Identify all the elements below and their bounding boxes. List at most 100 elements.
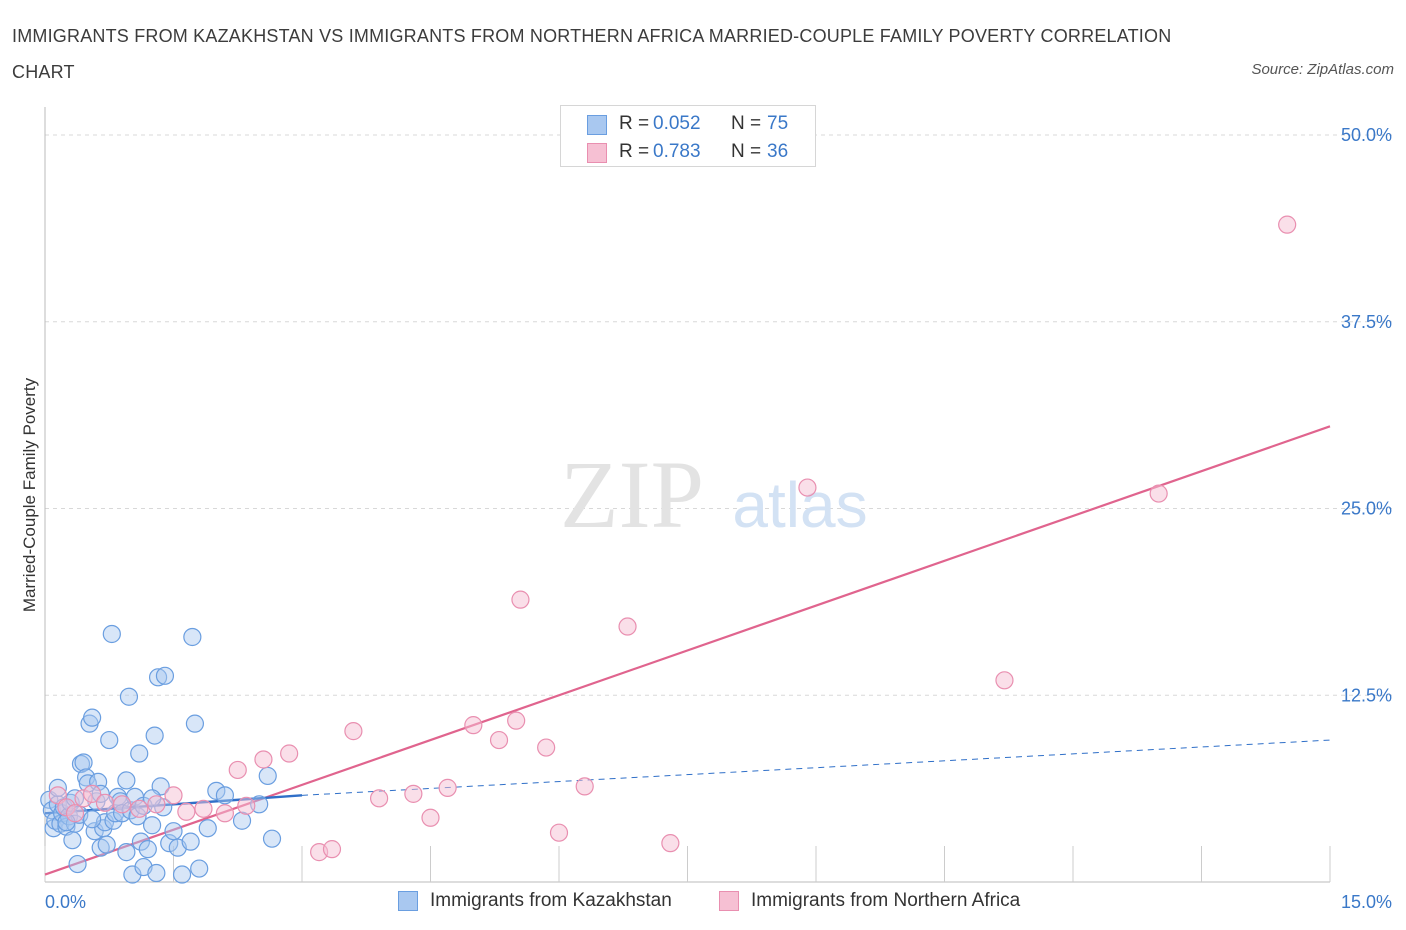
northern-africa-point[interactable] [254, 750, 273, 769]
northern-africa-point[interactable] [83, 784, 102, 803]
northern-africa-point[interactable] [280, 744, 299, 763]
northern-africa-point[interactable] [464, 716, 483, 735]
stats-legend-row-northern-africa: R = 0.783 N = 36 [561, 139, 817, 167]
r-value: 0.783 [653, 141, 701, 162]
northern-africa-point[interactable] [164, 786, 183, 805]
northern-africa-point[interactable] [370, 789, 389, 808]
northern-africa-point[interactable] [995, 671, 1014, 690]
y-tick-label: 50.0% [1341, 125, 1392, 145]
northern-africa-swatch [587, 143, 607, 163]
northern-africa-point[interactable] [1149, 484, 1168, 503]
northern-africa-point[interactable] [575, 777, 594, 796]
kazakhstan-point[interactable] [207, 781, 226, 800]
grid-lines [45, 134, 1392, 696]
kazakhstan-point[interactable] [117, 843, 136, 862]
tick-labels: 12.5% 25.0% 37.5% 50.0% 0.0% 15.0% [45, 125, 1392, 912]
watermark-zip: ZIP [560, 441, 704, 548]
kazakhstan-legend-swatch [398, 891, 418, 911]
kazakhstan-point[interactable] [183, 627, 202, 647]
y-axis-label: Married-Couple Family Poverty [20, 377, 39, 612]
stats-legend: R = 0.052 N = 75 R = 0.783 N = 36 [560, 105, 816, 167]
kazakhstan-swatch [587, 115, 607, 135]
kazakhstan-point[interactable] [130, 744, 149, 763]
kazakhstan-point[interactable] [164, 822, 183, 841]
r-label: R = [619, 113, 650, 134]
stats-legend-row-kazakhstan: R = 0.052 N = 75 [561, 111, 817, 139]
northern-africa-point[interactable] [404, 784, 423, 803]
northern-africa-point[interactable] [194, 799, 213, 818]
northern-africa-point[interactable] [344, 722, 363, 741]
n-label: N = [731, 113, 762, 134]
northern-africa-point[interactable] [215, 804, 234, 823]
legend-label: Immigrants from Kazakhstan [430, 890, 672, 911]
northern-africa-point[interactable] [507, 711, 526, 730]
kazakhstan-point[interactable] [68, 854, 87, 874]
kazakhstan-point[interactable] [215, 786, 234, 805]
kazakhstan-point[interactable] [97, 835, 116, 854]
n-value: 36 [767, 141, 789, 162]
northern-africa-point[interactable] [177, 802, 196, 821]
northern-africa-legend-swatch [719, 891, 739, 911]
kazakhstan-point[interactable] [142, 816, 162, 835]
kazakhstan-point[interactable] [148, 668, 168, 687]
northern-africa-point[interactable] [489, 730, 509, 750]
series-northern-africa-points [48, 215, 1297, 862]
source-label: Source: ZipAtlas.com [1251, 61, 1394, 78]
r-value: 0.052 [653, 113, 701, 134]
kazakhstan-point[interactable] [138, 840, 157, 859]
northern-africa-point[interactable] [537, 738, 556, 757]
kazakhstan-point[interactable] [155, 666, 175, 685]
chart-title: IMMIGRANTS FROM KAZAKHSTAN VS IMMIGRANTS… [12, 26, 1172, 82]
y-tick-label: 37.5% [1341, 312, 1392, 332]
northern-africa-point[interactable] [1278, 215, 1297, 234]
kazakhstan-point[interactable] [160, 834, 179, 853]
kazakhstan-point[interactable] [258, 766, 277, 786]
y-tick-label: 12.5% [1341, 685, 1392, 705]
legend-label: Immigrants from Northern Africa [751, 890, 1021, 911]
northern-africa-point[interactable] [147, 795, 166, 814]
watermark: ZIP atlas [560, 441, 868, 548]
northern-africa-point[interactable] [511, 590, 530, 609]
northern-africa-point[interactable] [421, 808, 440, 827]
northern-africa-point[interactable] [130, 799, 149, 818]
northern-africa-point[interactable] [798, 478, 817, 497]
northern-africa-point[interactable] [65, 804, 85, 823]
northern-africa-point[interactable] [661, 834, 680, 853]
kazakhstan-point[interactable] [83, 708, 102, 727]
axes [44, 107, 1331, 883]
series-kazakhstan-points [40, 624, 282, 884]
kazakhstan-point[interactable] [262, 829, 282, 848]
northern-africa-point[interactable] [438, 778, 457, 797]
y-tick-label: 25.0% [1341, 499, 1392, 519]
northern-africa-point[interactable] [228, 760, 247, 780]
n-value: 75 [767, 113, 789, 134]
northern-africa-point[interactable] [322, 840, 342, 859]
kazakhstan-point[interactable] [232, 811, 252, 830]
northern-africa-point[interactable] [112, 795, 132, 814]
kazakhstan-point[interactable] [63, 831, 82, 850]
kazakhstan-point[interactable] [102, 624, 121, 644]
northern-africa-point[interactable] [549, 823, 569, 842]
northern-africa-point[interactable] [95, 793, 115, 812]
kazakhstan-point[interactable] [145, 726, 164, 745]
x-tick-label: 15.0% [1341, 892, 1392, 912]
r-label: R = [619, 141, 650, 162]
n-label: N = [731, 141, 762, 162]
northern-africa-point[interactable] [618, 617, 637, 636]
northern-africa-point[interactable] [237, 796, 256, 815]
kazakhstan-point[interactable] [74, 753, 93, 772]
kazakhstan-point[interactable] [172, 865, 192, 884]
kazakhstan-point[interactable] [117, 771, 136, 790]
kazakhstan-point[interactable] [119, 687, 139, 706]
watermark-atlas: atlas [732, 469, 867, 541]
kazakhstan-point[interactable] [185, 714, 205, 733]
kazakhstan-point[interactable] [83, 810, 102, 829]
kazakhstan-point[interactable] [198, 819, 217, 838]
kazakhstan-point[interactable] [100, 730, 119, 750]
kazakhstan-point[interactable] [147, 863, 166, 883]
kazakhstan-point[interactable] [181, 832, 200, 851]
kazakhstan-point[interactable] [131, 832, 151, 851]
kazakhstan-point[interactable] [123, 865, 142, 884]
kazakhstan-point[interactable] [190, 859, 209, 878]
